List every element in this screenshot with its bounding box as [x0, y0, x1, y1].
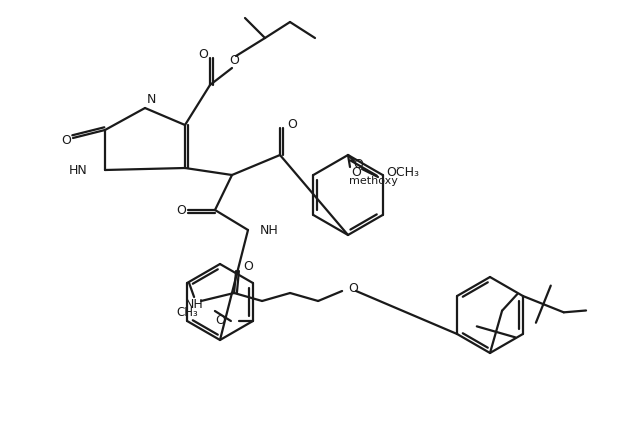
Text: NH: NH — [260, 223, 279, 237]
Text: methoxy: methoxy — [349, 176, 397, 186]
Text: O: O — [198, 47, 208, 60]
Text: N: N — [147, 93, 156, 106]
Text: O: O — [353, 159, 363, 172]
Text: OCH₃: OCH₃ — [386, 166, 419, 180]
Text: O: O — [61, 134, 71, 146]
Text: CH₃: CH₃ — [176, 307, 198, 319]
Text: O: O — [176, 204, 186, 216]
Text: O: O — [351, 166, 361, 180]
Text: O: O — [287, 119, 297, 131]
Text: methoxy: methoxy — [397, 166, 403, 168]
Text: NH: NH — [185, 299, 204, 311]
Text: HN: HN — [68, 163, 87, 177]
Text: O: O — [348, 282, 358, 294]
Text: O: O — [215, 314, 225, 328]
Text: O: O — [243, 261, 253, 273]
Text: O: O — [229, 53, 239, 67]
